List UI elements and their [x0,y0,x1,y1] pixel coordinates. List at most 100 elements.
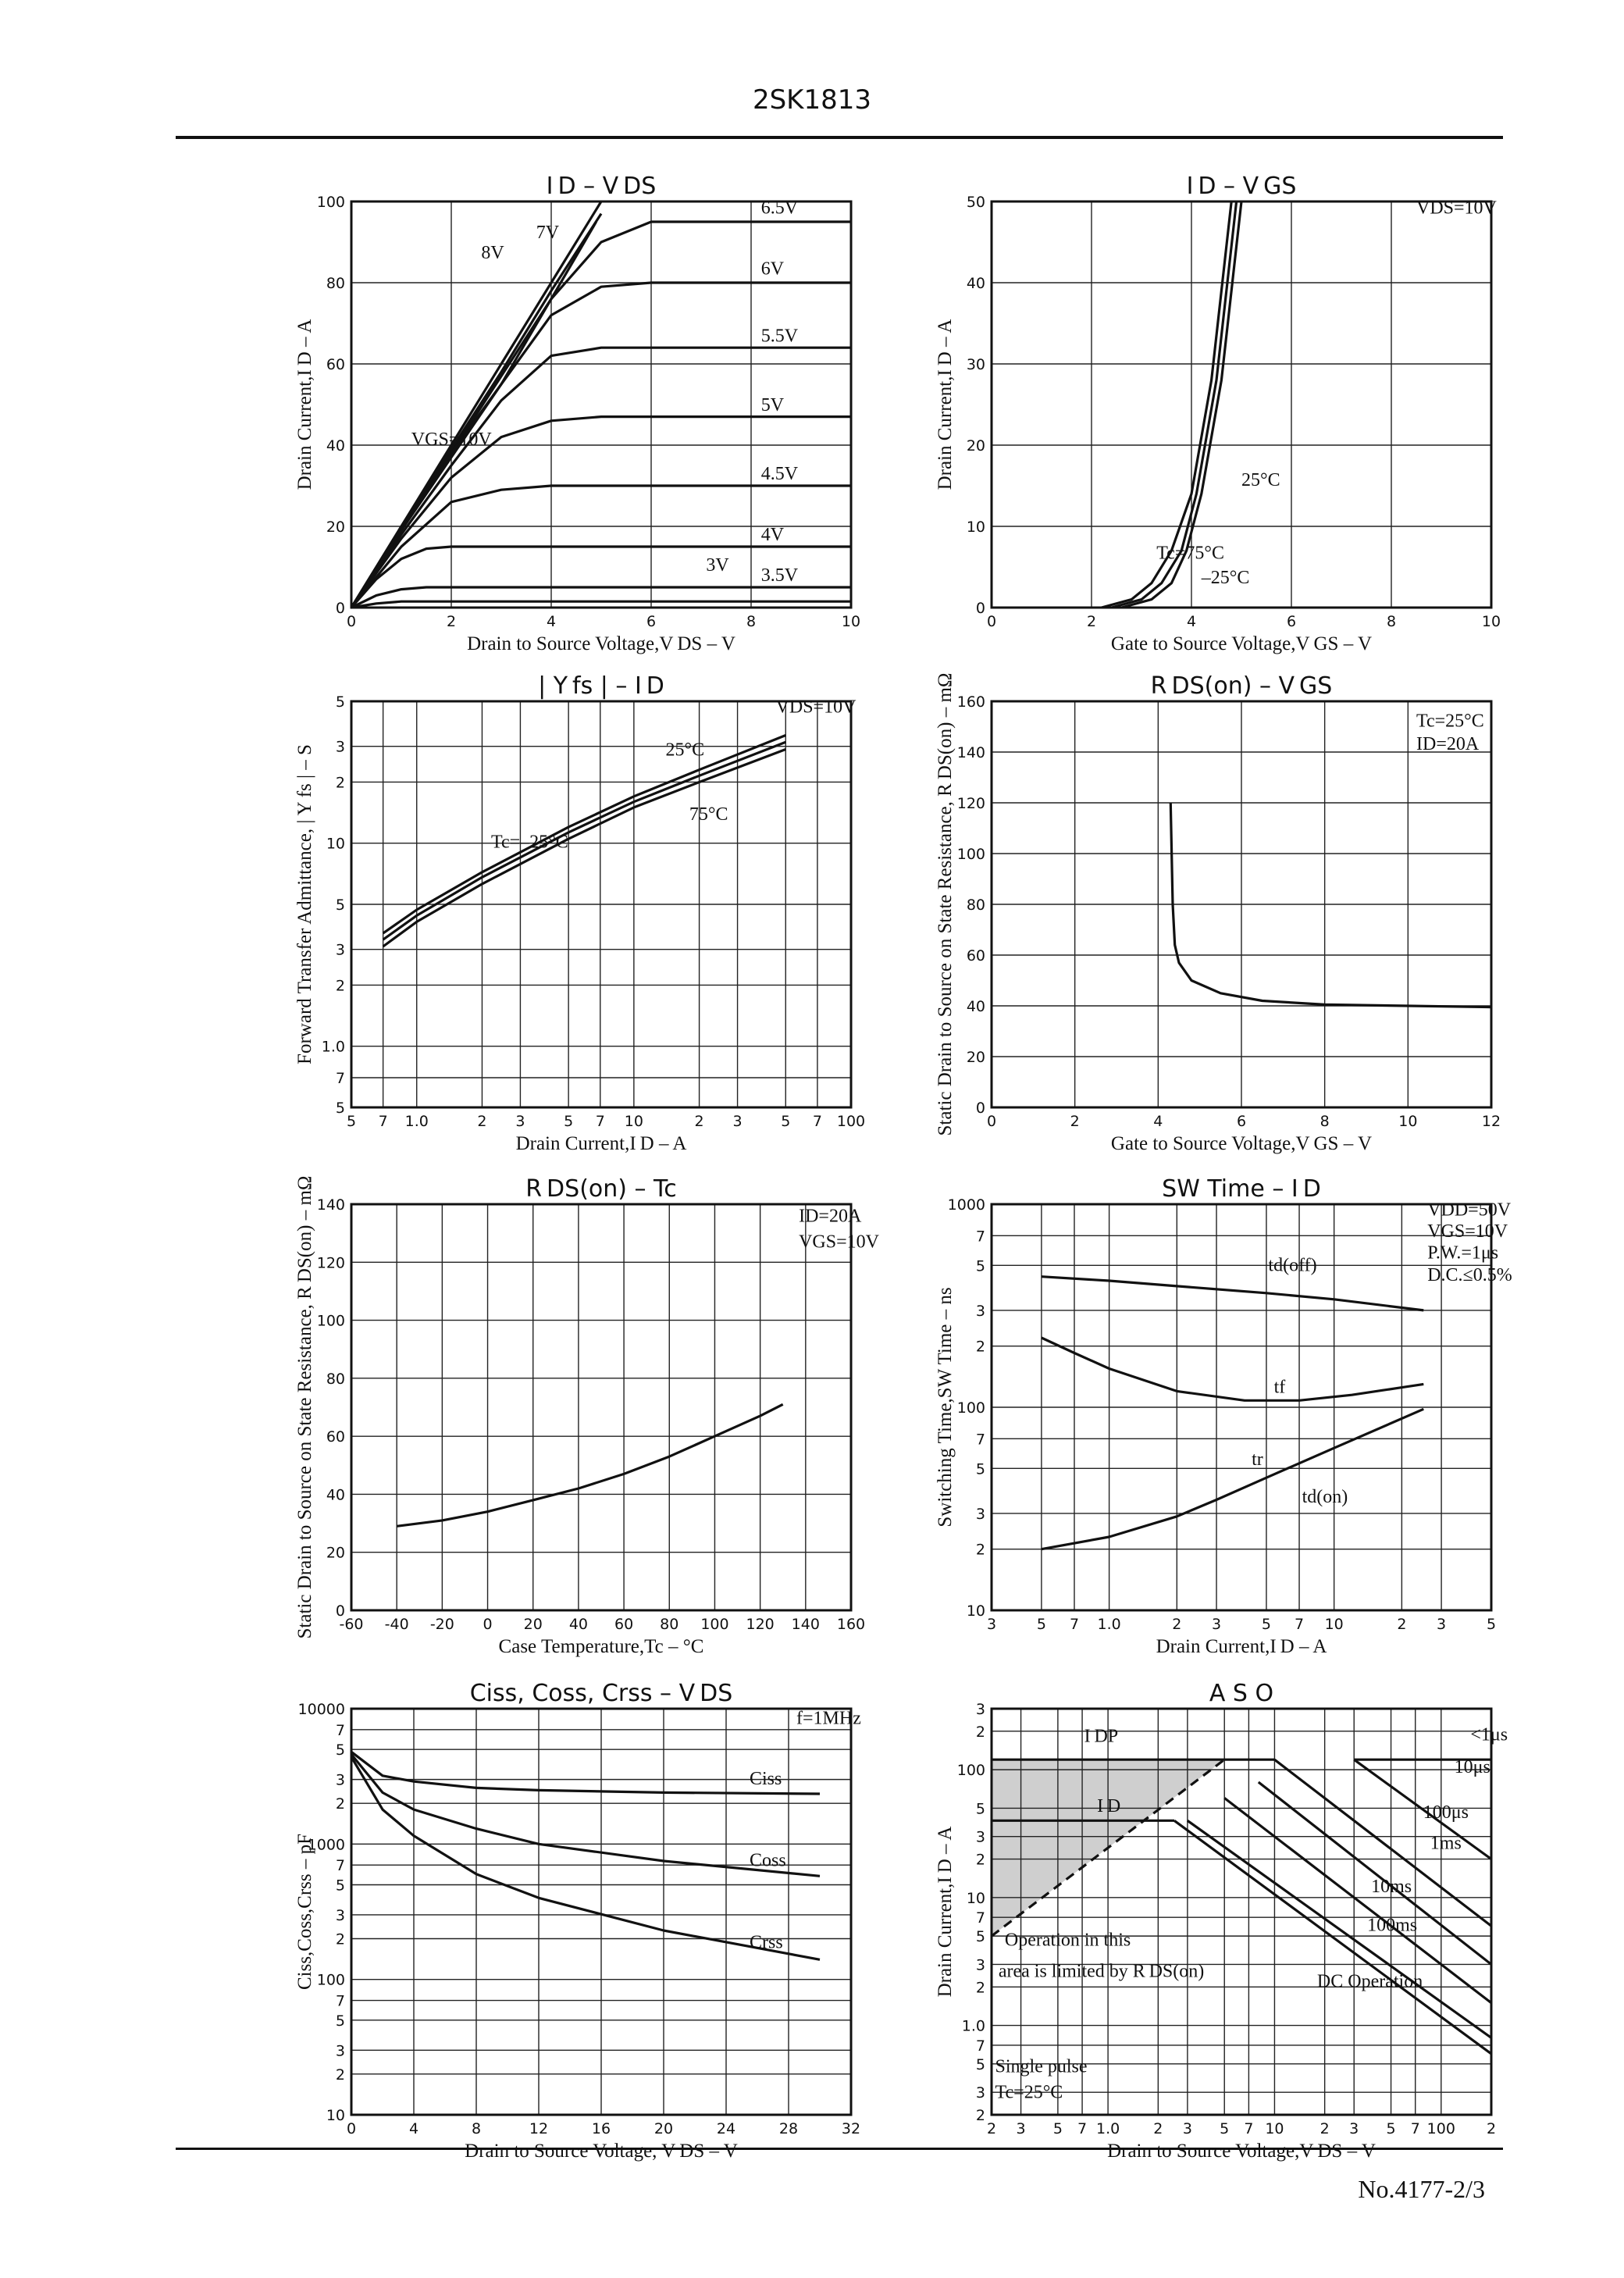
annotation-id-20a: ID=20A [799,1206,862,1226]
chart-title: R DS(on) – Tc [525,1175,677,1203]
x-tick-label: 1.0 [1096,2120,1120,2137]
y-tick-label: 140 [957,744,985,761]
y-tick-label: 2 [976,1979,985,1996]
x-tick-label: 7 [379,1113,388,1130]
x-tick-label: 100 [700,1616,728,1633]
y-tick-label: 7 [976,1228,985,1245]
series-line-tr [1041,1407,1424,1551]
x-tick-label: 7 [1295,1616,1304,1633]
x-axis-label: Gate to Source Voltage,V GS – V [1111,1133,1372,1154]
series-line-crss [350,1756,821,1961]
x-tick-label: -40 [385,1616,409,1633]
y-tick-label: 3 [976,2084,985,2102]
chart-title: Ciss, Coss, Crss – V DS [470,1680,733,1707]
annotation-3v: 3V [706,555,729,576]
x-tick-label: 0 [987,1113,996,1130]
x-tick-label: 8 [1320,1113,1330,1130]
annotation-td-on: td(on) [1302,1487,1348,1507]
page-title: 2SK1813 [752,84,872,116]
x-tick-label: 2 [477,1113,486,1130]
x-tick-label: 5 [347,1113,356,1130]
series-line-10ms [1223,1797,1492,2004]
y-tick-label: 10000 [298,1701,345,1718]
annotation-25-c: 25°C [1241,470,1280,490]
series-line-25-c [1111,201,1238,609]
chart-title: A S O [1209,1680,1273,1707]
chart-cap-vds: Ciss, Coss, Crss – V DS 0 4 8 12 16 20 24 28 32 10… [294,1677,861,2177]
x-tick-label: 2 [1172,1616,1181,1633]
y-tick-label: 3 [976,1701,985,1718]
plot-frame [990,200,1493,609]
x-tick-label: 2 [1320,2120,1330,2137]
chart-rds-tc: R DS(on) – Tc -60 -40 -20 0 20 40 60 80 100 120 140… [294,1173,880,1673]
y-tick-label: 1000 [308,1836,345,1853]
y-tick-label: 7 [336,1722,345,1739]
x-tick-label: 6 [1287,613,1296,630]
x-tick-label: 4 [1187,613,1196,630]
plot-frame [990,700,1493,1109]
x-tick-label: 0 [987,613,996,630]
annotation-1ms: 1ms [1430,1834,1462,1854]
y-tick-label: 100 [957,1762,985,1779]
y-tick-label: 120 [957,795,985,812]
y-tick-label: 100 [317,1972,345,1989]
annotation-10-s: 10μs [1455,1757,1490,1777]
y-tick-label: 120 [317,1254,345,1271]
y-tick-label: 7 [976,1431,985,1448]
y-tick-label: 0 [336,1602,345,1620]
x-tick-label: 28 [779,2120,798,2137]
y-tick-label: 40 [326,1486,345,1503]
x-tick-label: 3 [515,1113,525,1130]
y-tick-label: 100 [957,1399,985,1417]
y-tick-label: 3 [976,1303,985,1320]
annotation-id-20a: ID=20A [1416,734,1480,754]
series-line-4-5v [350,484,851,609]
chart-sw-time: SW Time – I D 3 5 7 1.0 2 3 5 7 10 2 3 5 10 2 3 5 7 100 2 3 5… [935,1173,1512,1673]
y-tick-label: 2 [336,774,345,791]
x-tick-label: 5 [1037,1616,1046,1633]
x-tick-label: 4 [547,613,556,630]
x-tick-label: 20 [654,2120,673,2137]
x-axis-label: Drain to Source Voltage,V DS – V [467,633,735,654]
x-tick-label: 4 [1153,1113,1163,1130]
x-axis-label: Drain Current,I D – A [516,1133,687,1154]
series-line-5-5v [350,346,851,608]
y-tick-label: 5 [976,1928,985,1945]
plot-frame [350,700,853,1109]
annotation-i-dp: I DP [1084,1727,1118,1747]
annotation-i-d: I D [1097,1796,1120,1816]
series-line-coss [350,1753,821,1877]
y-tick-label: 7 [336,1857,345,1874]
x-tick-label: 8 [1387,613,1396,630]
chart-aso: A S O 2 3 5 7 1.0 2 3 5 7 10 2 3 5 7 100 2 2 3 5 7 1.0 2 3 5 7 10 2… [935,1677,1508,2177]
chart-title: I D – V GS [1187,173,1297,200]
series-line-6v [350,281,851,608]
annotation-5v: 5V [761,395,785,415]
x-tick-label: 12 [1482,1113,1501,1130]
x-axis-label: Drain to Source Voltage, V DS – V [465,2141,738,2162]
annotation-vgs-10v: VGS=10V [411,430,493,450]
chart-svg-rds_vgs: R DS(on) – V GS0 2 4 6 8 10 120204060801001201… [935,672,1501,1154]
annotation-tc-75-c: Tc=75°C [1156,544,1224,564]
chart-svg-rds_tc: R DS(on) – Tc -60 -40 -20 0 20 40 60 80 100 120 140… [294,1175,880,1657]
y-tick-label: 5 [976,1460,985,1478]
y-tick-label: 100 [957,846,985,863]
y-tick-label: 3 [976,1829,985,1846]
y-tick-label: 20 [967,1049,985,1066]
x-tick-label: 3 [1349,2120,1359,2137]
y-tick-label: 2 [336,1930,345,1948]
annotation-ciss: Ciss [750,1769,782,1789]
x-tick-label: 4 [409,2120,418,2137]
y-tick-label: 5 [976,1257,985,1274]
y-tick-label: 5 [976,2056,985,2073]
chart-svg-sw_time: SW Time – I D 3 5 7 1.0 2 3 5 7 10 2 3 5 10 2 3 5 7 100 2 3 5… [935,1175,1512,1657]
annotation-1-s: <1μs [1470,1724,1508,1745]
x-tick-label: 160 [837,1616,865,1633]
annotation-dc-operation: DC Operation [1317,1971,1423,1991]
x-tick-label: 10 [625,1113,643,1130]
y-tick-label: 2 [976,2107,985,2124]
x-tick-label: 100 [1427,2120,1455,2137]
x-tick-label: 1.0 [1098,1616,1121,1633]
y-tick-label: 5 [336,1877,345,1895]
annotation-4v: 4V [761,525,785,545]
